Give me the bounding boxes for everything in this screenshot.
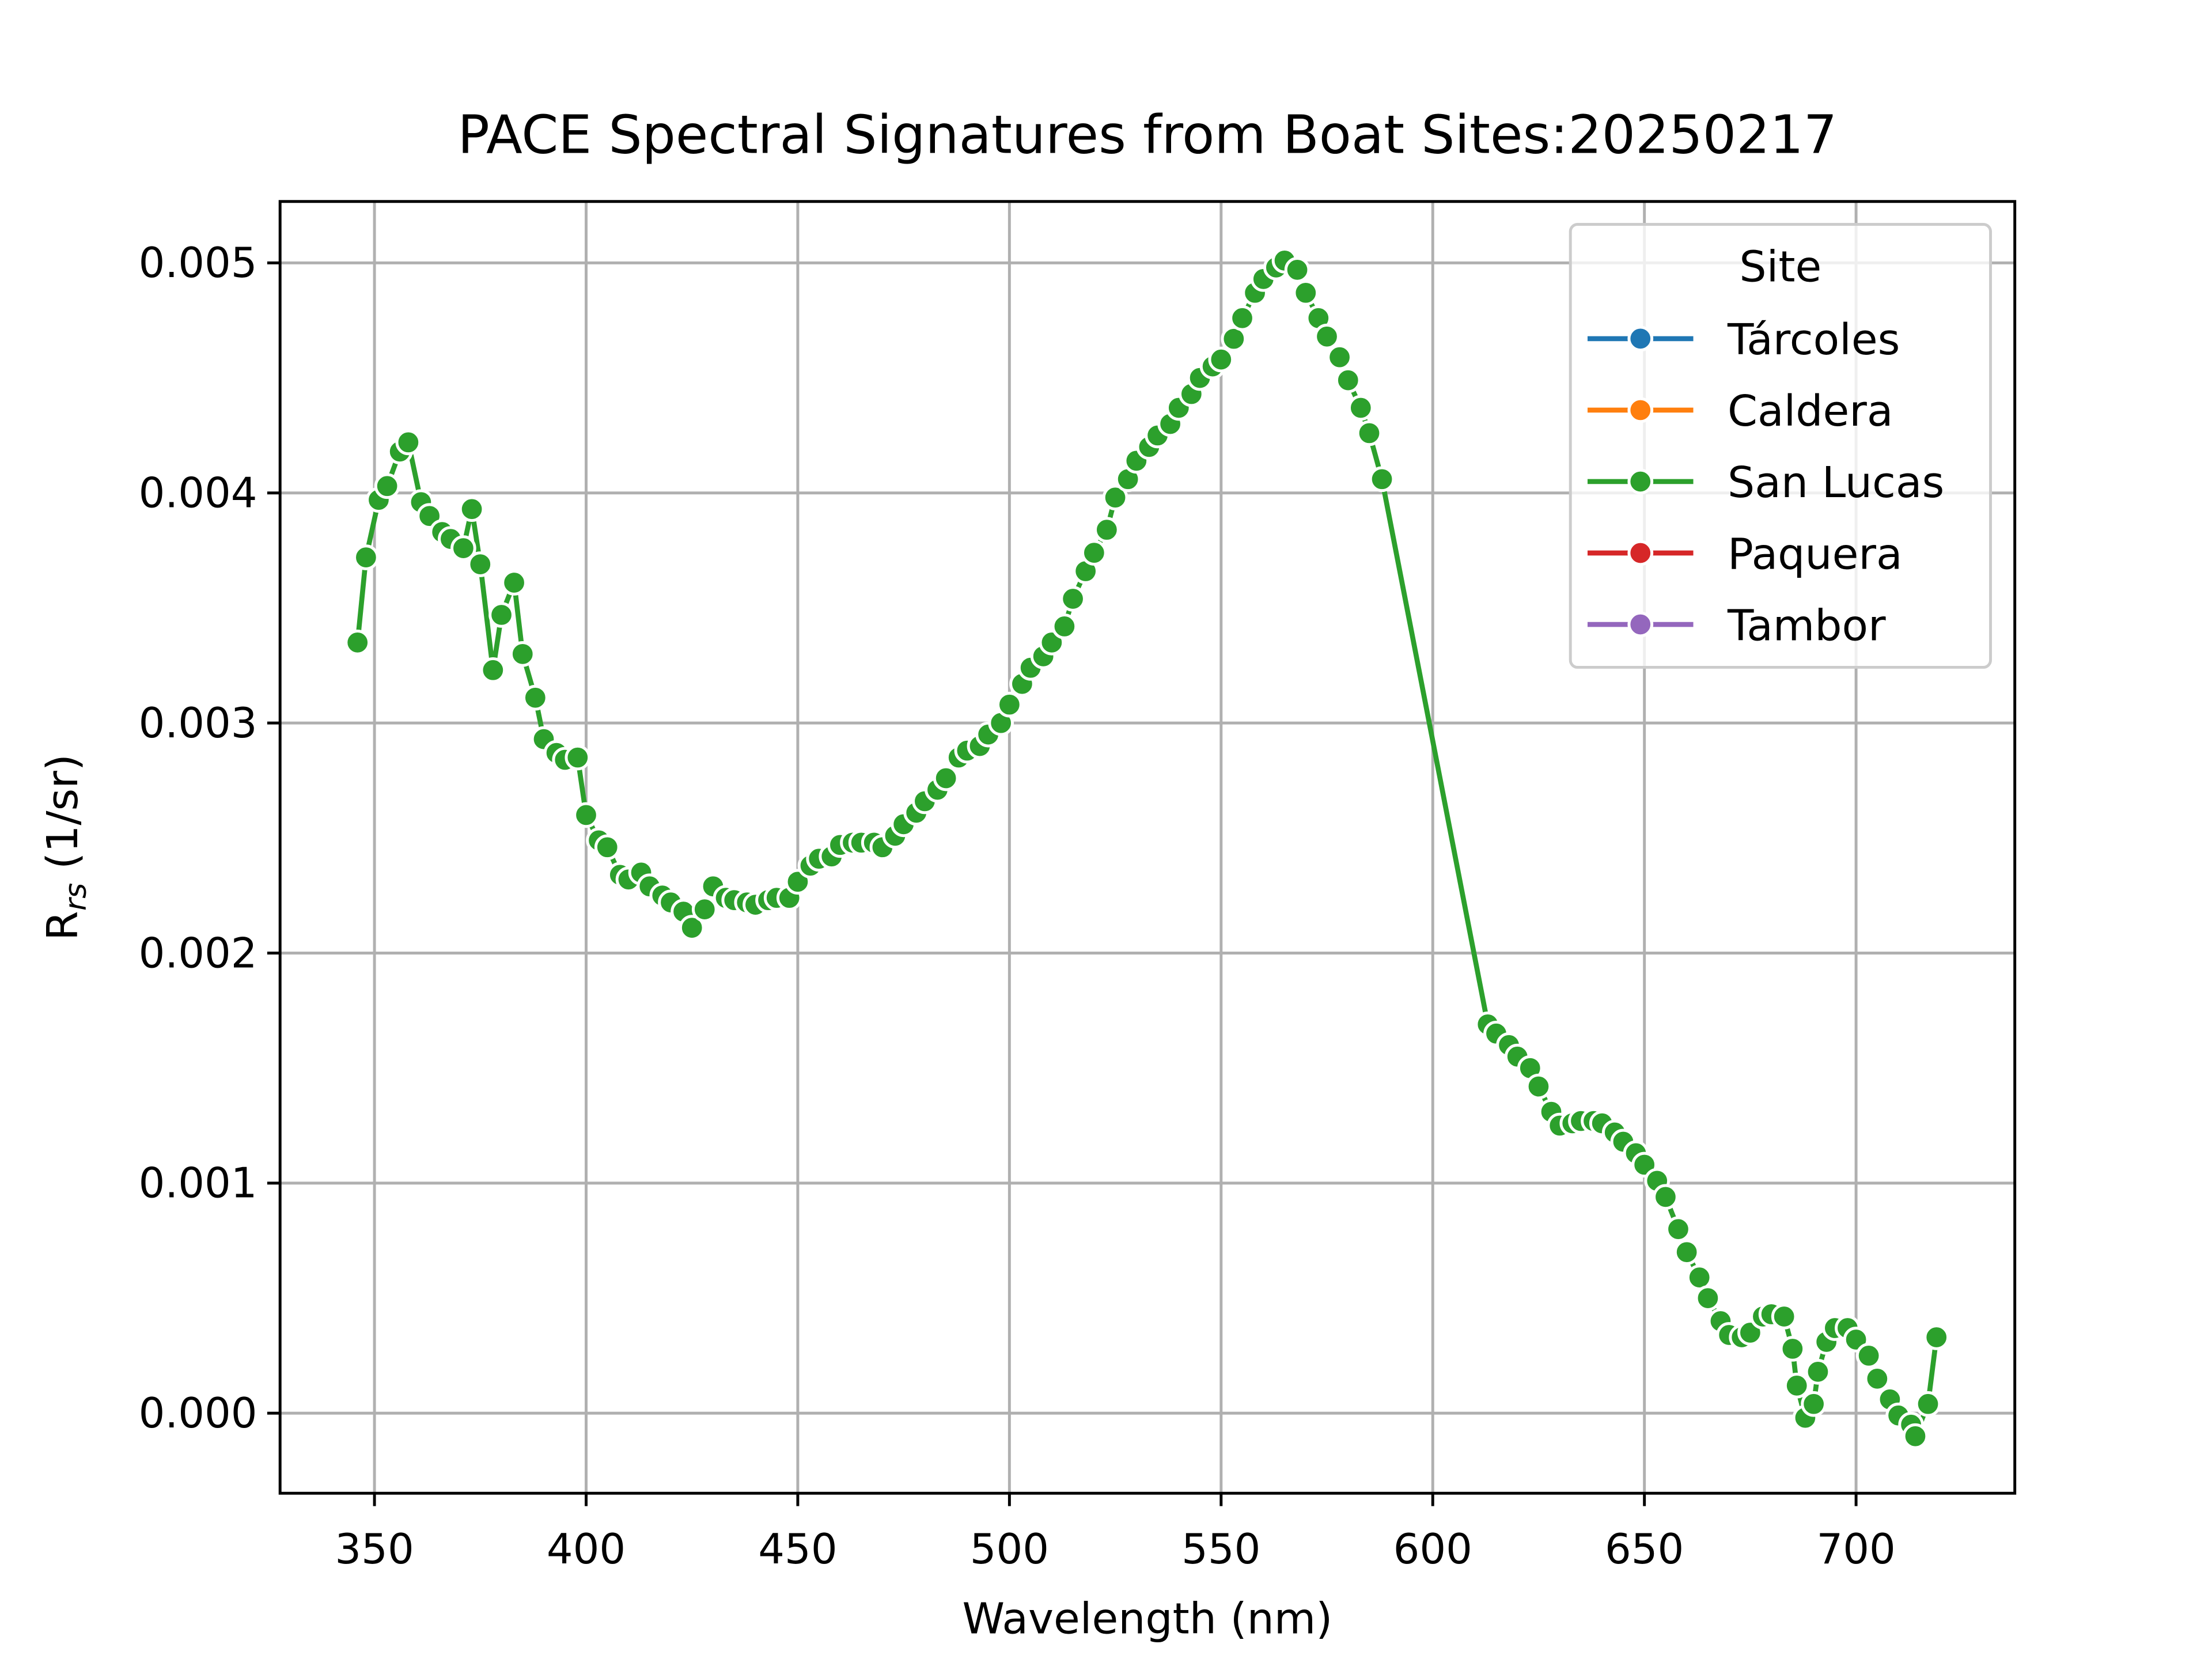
x-axis-label: Wavelength (nm) xyxy=(963,1593,1333,1643)
legend-label: Tárcoles xyxy=(1727,315,1900,365)
data-point xyxy=(501,570,527,596)
legend-title: Site xyxy=(1739,242,1821,292)
data-point xyxy=(344,630,371,656)
y-label-sub: rs xyxy=(59,883,93,911)
data-point xyxy=(1915,1391,1941,1417)
x-tick-label: 450 xyxy=(758,1525,837,1573)
x-tick-label: 550 xyxy=(1181,1525,1260,1573)
data-point xyxy=(1369,466,1395,493)
data-point xyxy=(1293,279,1319,306)
data-point xyxy=(1525,1073,1552,1100)
legend: Site Tárcoles Caldera San Lucas Paquera Tambo… xyxy=(1569,222,1992,669)
x-tick-label: 400 xyxy=(547,1525,626,1573)
data-point xyxy=(1783,1373,1810,1399)
y-tick-label: 0.001 xyxy=(139,1159,257,1207)
y-tick-label: 0.005 xyxy=(139,238,257,287)
data-point xyxy=(353,544,379,570)
data-point xyxy=(933,765,959,791)
data-point xyxy=(1805,1359,1831,1385)
data-point xyxy=(395,429,422,456)
data-point xyxy=(1665,1216,1691,1243)
x-tick-label: 500 xyxy=(970,1525,1049,1573)
data-point xyxy=(573,802,599,828)
data-point xyxy=(1229,305,1255,331)
chart-title: PACE Spectral Signatures from Boat Sites… xyxy=(458,104,1838,165)
data-point xyxy=(1864,1366,1891,1392)
legend-marker xyxy=(1627,397,1654,423)
data-point xyxy=(1060,586,1086,612)
data-point xyxy=(1335,367,1361,393)
x-tick-label: 350 xyxy=(335,1525,414,1573)
data-point xyxy=(1051,613,1078,639)
data-point xyxy=(1327,344,1353,370)
data-point xyxy=(1081,540,1107,566)
legend-marker xyxy=(1627,611,1654,638)
data-point xyxy=(1653,1184,1679,1210)
data-point xyxy=(522,684,548,711)
data-point xyxy=(691,896,718,922)
plot-frame xyxy=(278,200,2017,1495)
data-point xyxy=(488,602,514,628)
data-point xyxy=(1673,1239,1700,1266)
x-tick-label: 600 xyxy=(1393,1525,1472,1573)
data-point xyxy=(509,641,536,667)
legend-marker xyxy=(1627,468,1654,495)
data-point xyxy=(679,915,705,941)
data-point xyxy=(1284,257,1310,283)
legend-marker xyxy=(1627,540,1654,566)
data-point xyxy=(1094,517,1120,543)
y-label-main: R xyxy=(37,911,88,941)
x-tick-label: 650 xyxy=(1605,1525,1684,1573)
y-label-unit: (1/sr) xyxy=(37,754,88,882)
legend-marker xyxy=(1627,325,1654,352)
data-point xyxy=(1314,323,1340,350)
data-point xyxy=(1208,346,1234,373)
data-point xyxy=(374,473,400,499)
data-point xyxy=(1102,484,1128,511)
data-point xyxy=(1923,1324,1950,1350)
y-tick-label: 0.003 xyxy=(139,699,257,747)
data-point xyxy=(467,551,494,577)
data-point xyxy=(1771,1304,1797,1330)
data-point xyxy=(480,657,506,683)
data-point xyxy=(1902,1423,1929,1449)
data-point xyxy=(450,535,476,561)
data-point xyxy=(1801,1391,1827,1417)
data-point xyxy=(1855,1343,1882,1369)
legend-label: Tambor xyxy=(1727,600,1886,650)
data-point xyxy=(594,834,620,861)
y-tick-label: 0.004 xyxy=(139,469,257,517)
legend-label: San Lucas xyxy=(1728,457,1944,507)
x-tick-label: 700 xyxy=(1816,1525,1895,1573)
legend-label: Paquera xyxy=(1728,529,1902,579)
data-point xyxy=(459,496,485,522)
legend-label: Caldera xyxy=(1728,386,1893,436)
data-point xyxy=(1356,420,1382,446)
data-point xyxy=(1695,1285,1721,1311)
data-point xyxy=(997,691,1022,718)
y-axis-label: Rrs (1/sr) xyxy=(37,754,93,941)
legend-box xyxy=(1569,222,1992,669)
data-point xyxy=(1347,395,1374,421)
y-tick-label: 0.002 xyxy=(139,929,257,977)
y-tick-label: 0.000 xyxy=(139,1389,257,1437)
data-point xyxy=(1779,1336,1806,1362)
data-point xyxy=(565,744,591,771)
